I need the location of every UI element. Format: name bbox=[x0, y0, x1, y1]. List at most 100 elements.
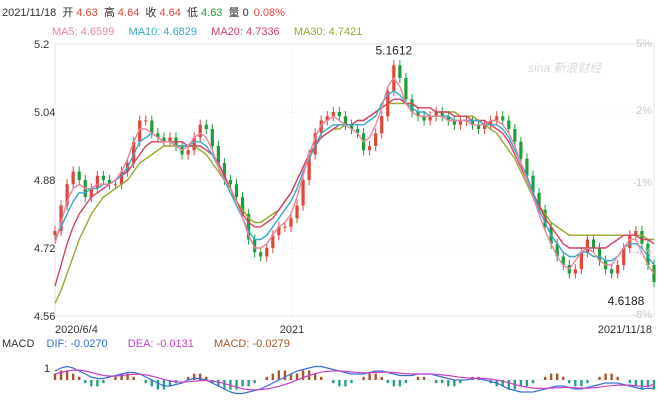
dea-value: -0.0131 bbox=[156, 338, 194, 350]
y-axis-labels: 5.2 5.04 4.88 4.72 4.56 bbox=[34, 39, 55, 323]
min-price-annotation: 4.6188 bbox=[608, 294, 645, 308]
pct-tick-label: -4% bbox=[632, 246, 652, 258]
max-price-annotation: 5.1612 bbox=[375, 43, 412, 57]
candle-body bbox=[380, 116, 384, 134]
ma10-label: MA10: bbox=[128, 26, 161, 38]
candle-body bbox=[440, 112, 444, 117]
candle-body bbox=[277, 226, 281, 236]
macd-value: -0.0279 bbox=[252, 338, 290, 350]
pct-tick-label: -8% bbox=[632, 309, 652, 321]
candle-body bbox=[301, 180, 305, 206]
candle-body bbox=[53, 231, 57, 236]
candle-body bbox=[610, 269, 614, 274]
high-label: 高 bbox=[103, 7, 115, 19]
candle-body bbox=[410, 99, 414, 112]
candle-body bbox=[113, 184, 118, 186]
ma10-line bbox=[54, 89, 655, 266]
ma10-legend: MA10: 4.6829 bbox=[129, 26, 198, 38]
candle-body bbox=[331, 112, 335, 117]
dea-label: DEA: bbox=[127, 338, 154, 350]
candle-body bbox=[428, 116, 432, 121]
grid bbox=[54, 43, 655, 317]
candle-body bbox=[434, 112, 438, 117]
candle-body bbox=[458, 120, 462, 125]
low-value: 4.63 bbox=[201, 7, 223, 19]
macd-y-tick: 1 bbox=[44, 363, 50, 375]
quote-date: 2021/11/18 bbox=[2, 7, 57, 19]
y-tick-label: 4.56 bbox=[34, 311, 55, 323]
ma-lines bbox=[54, 76, 655, 304]
candle-body bbox=[144, 120, 148, 122]
quote-row: 2021/11/18 开 4.63 高 4.64 收 4.64 低 4.63 量… bbox=[2, 7, 285, 20]
candle-body bbox=[162, 137, 166, 142]
pct-tick-label: 2% bbox=[636, 105, 652, 117]
candle-body bbox=[253, 239, 257, 253]
candle-body bbox=[531, 175, 535, 193]
candle-body bbox=[186, 150, 190, 155]
watermark-text: sina 新浪财经 bbox=[528, 61, 603, 75]
ma30-legend: MA30: 4.7421 bbox=[294, 26, 363, 38]
ma-legend: MA5: 4.6599 MA10: 4.6829 MA20: 4.7336 MA… bbox=[52, 26, 362, 39]
candle-body bbox=[265, 248, 269, 257]
x-tick-label: 2021 bbox=[280, 324, 304, 336]
open-value: 4.63 bbox=[76, 7, 98, 19]
x-axis-labels: 2020/6/4 2021 2021/11/18 bbox=[55, 324, 652, 336]
ma5-line bbox=[54, 76, 655, 274]
candle-body bbox=[591, 239, 596, 248]
candle-body bbox=[77, 171, 81, 180]
ma20-label: MA20: bbox=[211, 26, 243, 38]
candle-body bbox=[65, 184, 69, 206]
candle-body bbox=[495, 116, 499, 121]
candle-body bbox=[156, 133, 160, 138]
candle-body bbox=[222, 163, 227, 180]
candle-body bbox=[168, 137, 172, 142]
candle-body bbox=[355, 129, 360, 134]
candle-body bbox=[646, 243, 650, 265]
candle-body bbox=[95, 175, 99, 189]
close-label: 收 bbox=[145, 7, 157, 19]
candle-body bbox=[482, 124, 487, 129]
candle-body bbox=[349, 124, 354, 129]
pct-tick-label: -1% bbox=[632, 177, 652, 189]
volume-label: 量 bbox=[228, 7, 240, 19]
macd-title: MACD bbox=[2, 338, 35, 350]
volume-value: 0 bbox=[242, 7, 249, 19]
candle-body bbox=[319, 120, 323, 134]
candle-body bbox=[404, 78, 408, 100]
watermark: sina 新浪财经 bbox=[528, 61, 603, 75]
candle-body bbox=[337, 112, 341, 117]
ma20-value: 4.7336 bbox=[246, 26, 280, 38]
candle-body bbox=[555, 243, 559, 257]
candle-body bbox=[119, 171, 124, 185]
pct-tick-label: 5% bbox=[636, 38, 652, 50]
candle-body bbox=[525, 158, 529, 176]
candle-body bbox=[216, 146, 220, 163]
ma5-value: 4.6599 bbox=[80, 26, 115, 38]
candle-body bbox=[476, 124, 481, 129]
candle-body bbox=[204, 124, 208, 129]
ma10-value: 4.6829 bbox=[163, 26, 198, 38]
candle-body bbox=[616, 265, 620, 274]
candle-body bbox=[640, 231, 644, 244]
y-tick-label: 4.72 bbox=[34, 243, 55, 255]
candle-body bbox=[307, 154, 311, 180]
candle-body bbox=[628, 235, 632, 248]
candle-body bbox=[89, 188, 93, 197]
candle-body bbox=[501, 116, 505, 121]
candle-body bbox=[210, 129, 214, 146]
y-tick-label: 5.04 bbox=[34, 107, 55, 119]
pct-axis-labels: 5% 2% -1% -4% -8% bbox=[632, 38, 652, 321]
candle-body bbox=[101, 175, 106, 180]
x-tick-label: 2020/6/4 bbox=[55, 324, 98, 336]
close-value: 4.64 bbox=[159, 7, 181, 19]
candle-body bbox=[470, 120, 475, 125]
dea-line bbox=[54, 369, 655, 391]
candle-body bbox=[519, 141, 523, 159]
candle-body bbox=[313, 133, 317, 155]
macd-panel: 1 bbox=[44, 363, 656, 395]
candle-body bbox=[368, 146, 372, 151]
y-tick-label: 4.88 bbox=[34, 175, 55, 187]
candle-body bbox=[537, 192, 541, 210]
candle-body bbox=[271, 235, 275, 248]
